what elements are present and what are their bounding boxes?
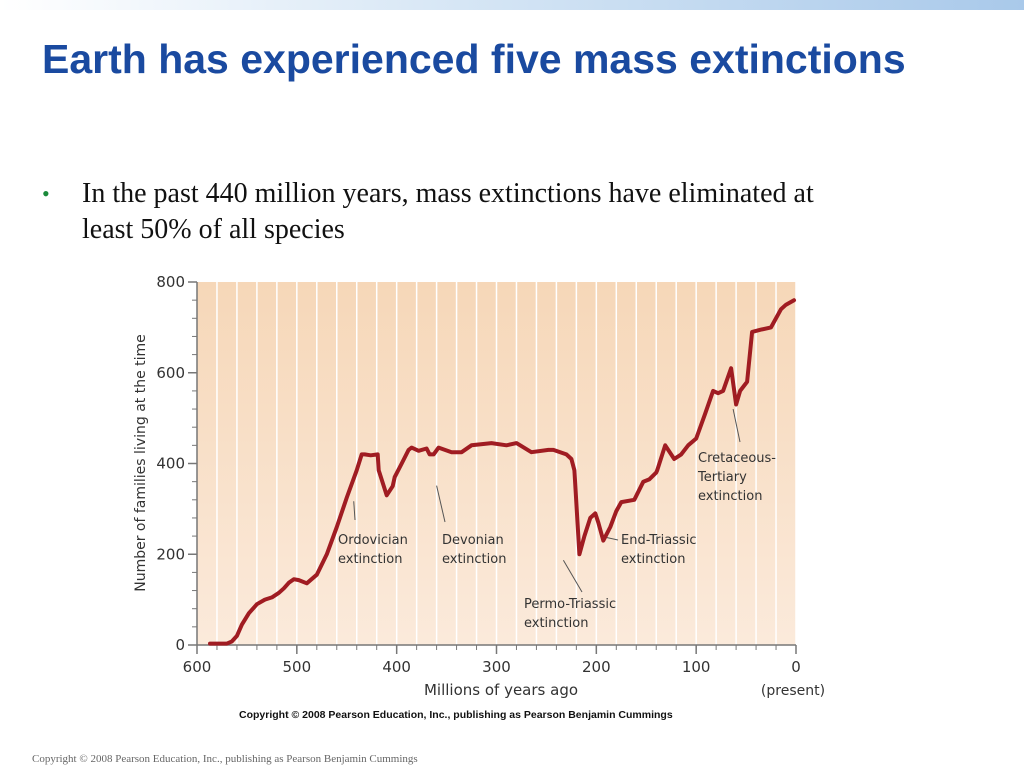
- x-tick-label: 0: [791, 658, 801, 676]
- annotation-label: End-Triassic: [621, 533, 696, 548]
- bullet-text: In the past 440 million years, mass exti…: [82, 178, 814, 245]
- y-tick-label: 200: [156, 545, 185, 563]
- footer-copyright: Copyright © 2008 Pearson Education, Inc.…: [32, 753, 418, 765]
- annotation-label: extinction: [524, 616, 588, 631]
- y-tick-label: 600: [156, 364, 185, 382]
- annotation-label: Cretaceous-: [698, 451, 776, 466]
- annotation-label: Permo-Triassic: [524, 597, 616, 612]
- y-axis-label: Number of families living at the time: [133, 334, 149, 592]
- y-tick-label: 0: [175, 636, 185, 654]
- annotation-leader-line: [562, 559, 583, 593]
- annotation-label: extinction: [338, 552, 402, 567]
- annotation-label: extinction: [442, 552, 506, 567]
- annotation-leader-line: [732, 408, 741, 443]
- annotation-label: Tertiary: [697, 470, 747, 485]
- x-tick-label: 600: [183, 658, 212, 676]
- extinction-line-chart: 600 500 400 300 200 100 0 0 200 400 600 800 Ordovic…: [133, 273, 825, 699]
- x-axis-label: Millions of years ago: [424, 681, 578, 699]
- x-tick-label: 200: [582, 658, 611, 676]
- chart-copyright: Copyright © 2008 Pearson Education, Inc.…: [239, 709, 673, 721]
- annotation-label: extinction: [621, 552, 685, 567]
- annotation-label: extinction: [698, 489, 762, 504]
- top-accent-bar: [0, 0, 1024, 10]
- x-tick-label: 300: [482, 658, 511, 676]
- x-tick-label: 100: [682, 658, 711, 676]
- annotation-label: Ordovician: [338, 533, 408, 548]
- x-present-label: (present): [761, 683, 825, 699]
- x-tick-label: 500: [283, 658, 312, 676]
- bullet-marker: •: [42, 181, 50, 206]
- annotation-leader-line: [436, 485, 446, 523]
- annotation-label: Devonian: [442, 533, 504, 548]
- slide-title: Earth has experienced five mass extincti…: [42, 36, 906, 82]
- series-line: [208, 298, 796, 646]
- y-tick-label: 400: [156, 455, 185, 473]
- y-tick-label: 800: [156, 273, 185, 291]
- x-tick-label: 400: [382, 658, 411, 676]
- annotation-leader-line: [353, 501, 356, 521]
